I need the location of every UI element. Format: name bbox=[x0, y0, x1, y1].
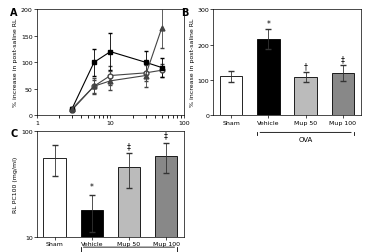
Bar bbox=[332, 74, 354, 116]
X-axis label: Methacholine (mg/ml): Methacholine (mg/ml) bbox=[72, 131, 149, 137]
Y-axis label: % increase in post-saline RL: % increase in post-saline RL bbox=[190, 19, 195, 107]
Y-axis label: RL PC100 (mg/ml): RL PC100 (mg/ml) bbox=[13, 156, 18, 212]
Bar bbox=[155, 156, 177, 252]
Bar bbox=[118, 168, 140, 252]
Text: OVA: OVA bbox=[298, 136, 313, 142]
Text: ‡: ‡ bbox=[127, 142, 131, 151]
Bar bbox=[43, 159, 66, 252]
Bar bbox=[220, 77, 243, 116]
Text: †: † bbox=[304, 62, 308, 71]
Text: A: A bbox=[10, 8, 18, 18]
Bar bbox=[257, 40, 280, 116]
Text: *: * bbox=[90, 182, 94, 191]
Text: ‡: ‡ bbox=[164, 131, 168, 140]
Text: ‡: ‡ bbox=[341, 55, 345, 64]
Text: C: C bbox=[10, 129, 18, 139]
Bar bbox=[81, 210, 103, 252]
Text: *: * bbox=[266, 19, 270, 28]
Bar bbox=[294, 78, 317, 116]
Y-axis label: % increase in post-saline RL: % increase in post-saline RL bbox=[13, 19, 18, 107]
Text: B: B bbox=[181, 8, 188, 18]
